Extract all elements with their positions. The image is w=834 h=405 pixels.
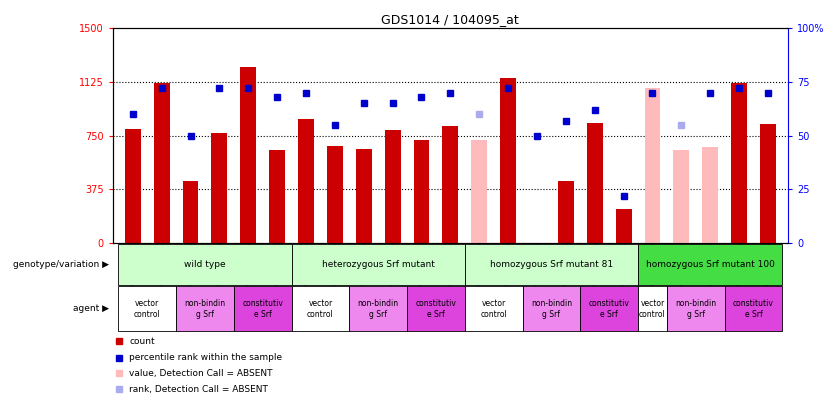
Bar: [118, 286, 176, 331]
Bar: [118, 244, 292, 285]
Bar: [176, 286, 234, 331]
Text: constitutiv
e Srf: constitutiv e Srf: [415, 299, 456, 318]
Text: homozygous Srf mutant 81: homozygous Srf mutant 81: [490, 260, 613, 269]
Bar: [702, 147, 718, 243]
Bar: [234, 286, 292, 331]
Bar: [384, 130, 400, 243]
Bar: [153, 83, 169, 243]
Bar: [414, 140, 430, 243]
Text: homozygous Srf mutant 100: homozygous Srf mutant 100: [646, 260, 775, 269]
Bar: [356, 149, 372, 243]
Text: non-bindin
g Srf: non-bindin g Srf: [530, 299, 572, 318]
Text: constitutiv
e Srf: constitutiv e Srf: [242, 299, 284, 318]
Text: vector
control: vector control: [134, 299, 161, 318]
Bar: [183, 181, 198, 243]
Bar: [349, 286, 407, 331]
Bar: [240, 67, 256, 243]
Text: count: count: [129, 337, 155, 346]
Text: heterozygous Srf mutant: heterozygous Srf mutant: [322, 260, 435, 269]
Bar: [298, 119, 314, 243]
Text: percentile rank within the sample: percentile rank within the sample: [129, 353, 283, 362]
Bar: [673, 150, 689, 243]
Bar: [523, 286, 580, 331]
Bar: [558, 181, 574, 243]
Bar: [407, 286, 465, 331]
Bar: [500, 79, 516, 243]
Text: constitutiv
e Srf: constitutiv e Srf: [733, 299, 774, 318]
Bar: [292, 244, 465, 285]
Text: genotype/variation ▶: genotype/variation ▶: [13, 260, 109, 269]
Bar: [442, 126, 459, 243]
Bar: [465, 286, 523, 331]
Bar: [731, 83, 747, 243]
Bar: [615, 209, 631, 243]
Bar: [580, 286, 638, 331]
Text: rank, Detection Call = ABSENT: rank, Detection Call = ABSENT: [129, 385, 269, 394]
Bar: [269, 150, 285, 243]
Bar: [125, 128, 141, 243]
Bar: [327, 146, 343, 243]
Text: vector
control: vector control: [307, 299, 334, 318]
Bar: [212, 133, 228, 243]
Bar: [725, 286, 782, 331]
Title: GDS1014 / 104095_at: GDS1014 / 104095_at: [381, 13, 520, 26]
Text: agent ▶: agent ▶: [73, 304, 109, 313]
Text: vector
control: vector control: [480, 299, 507, 318]
Bar: [667, 286, 725, 331]
Bar: [471, 140, 487, 243]
Bar: [292, 286, 349, 331]
Bar: [645, 88, 661, 243]
Bar: [465, 244, 638, 285]
Bar: [587, 123, 603, 243]
Text: non-bindin
g Srf: non-bindin g Srf: [676, 299, 716, 318]
Text: non-bindin
g Srf: non-bindin g Srf: [184, 299, 225, 318]
Bar: [638, 244, 782, 285]
Text: wild type: wild type: [184, 260, 226, 269]
Text: value, Detection Call = ABSENT: value, Detection Call = ABSENT: [129, 369, 273, 378]
Text: vector
control: vector control: [639, 299, 666, 318]
Text: constitutiv
e Srf: constitutiv e Srf: [589, 299, 630, 318]
Bar: [638, 286, 667, 331]
Text: non-bindin
g Srf: non-bindin g Srf: [358, 299, 399, 318]
Bar: [760, 124, 776, 243]
